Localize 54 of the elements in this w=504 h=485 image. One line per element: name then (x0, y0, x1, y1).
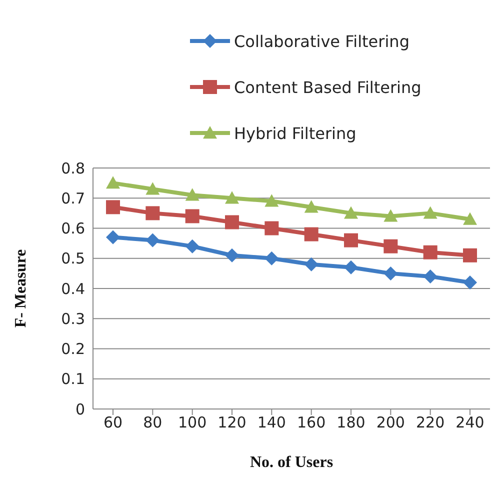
point (384, 209, 398, 222)
point (106, 200, 120, 214)
point (146, 206, 160, 220)
point (463, 275, 477, 290)
x-tick-label: 160 (297, 414, 326, 432)
y-tick-label: 0.7 (61, 189, 85, 208)
point (384, 266, 398, 280)
point (106, 176, 120, 189)
point (225, 248, 239, 262)
legend-label: Collaborative Filtering (234, 32, 410, 50)
x-tick-label: 220 (416, 414, 445, 432)
point (304, 257, 318, 272)
x-tick-label: 180 (336, 414, 366, 432)
point (225, 215, 239, 230)
point (264, 221, 279, 236)
legend-label: Hybrid Filtering (234, 124, 356, 142)
y-tick-label: 0.4 (61, 280, 85, 298)
x-tick-label: 100 (178, 414, 207, 432)
point (423, 269, 438, 284)
point (384, 239, 398, 254)
y-axis-title: F- Measure (12, 249, 30, 328)
point (146, 182, 160, 195)
y-tick-label: 0.8 (61, 159, 85, 178)
point (106, 230, 120, 244)
point (264, 251, 279, 266)
point (225, 191, 239, 204)
point (463, 248, 477, 262)
x-axis-title: No. of Users (250, 454, 334, 471)
y-tick-label: 0.5 (61, 250, 85, 268)
point (344, 206, 358, 219)
legend-label: Content Based Filtering (234, 78, 422, 96)
point (463, 212, 477, 225)
point (304, 227, 318, 242)
point (185, 239, 200, 254)
point (146, 233, 160, 248)
point (185, 209, 200, 224)
x-tick-label: 240 (456, 414, 484, 432)
y-tick-label: 0.6 (61, 220, 85, 238)
y-tick-label: 0.3 (61, 310, 85, 328)
x-tick-label: 80 (143, 414, 162, 432)
point (423, 206, 438, 219)
x-tick-label: 60 (103, 414, 123, 432)
point (344, 233, 358, 248)
y-tick-label: 0 (75, 400, 85, 418)
point (344, 260, 358, 274)
x-tick-label: 120 (218, 414, 246, 432)
y-tick-label: 0.2 (61, 340, 85, 358)
point (264, 194, 279, 207)
point (185, 188, 200, 201)
point (423, 245, 438, 260)
x-tick-label: 200 (376, 414, 405, 432)
point (304, 200, 318, 213)
x-tick-label: 140 (257, 414, 286, 432)
y-tick-label: 0.1 (61, 370, 85, 388)
